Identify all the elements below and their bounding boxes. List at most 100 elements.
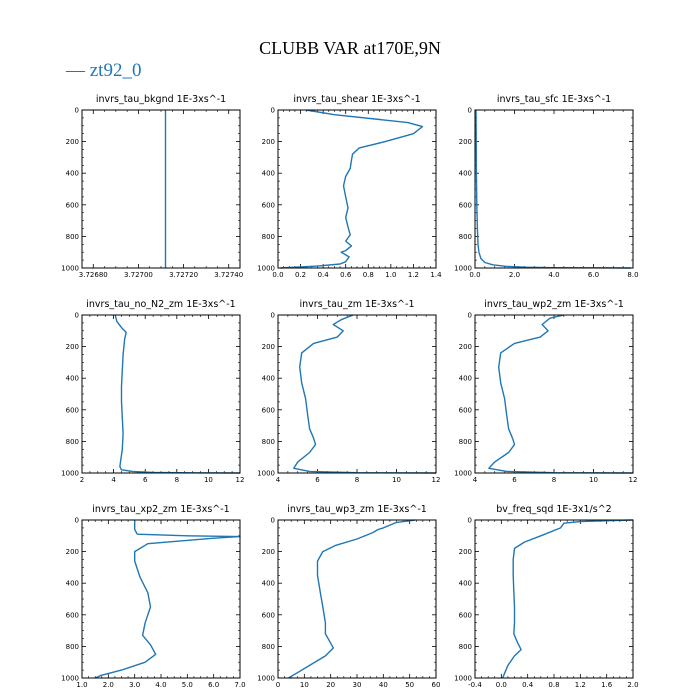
y-tick-label: 600	[262, 406, 275, 414]
y-tick-label: 0	[271, 107, 275, 115]
x-tick-label: 3.0	[129, 681, 140, 689]
y-tick-label: 0	[468, 107, 472, 115]
y-tick-label: 800	[459, 643, 472, 651]
series-line-zt92_0	[94, 520, 241, 679]
y-tick-label: 200	[262, 548, 275, 556]
x-tick-label: 0.8	[363, 271, 374, 279]
y-tick-label: 0	[75, 517, 79, 525]
x-tick-label: 6.0	[588, 271, 599, 279]
y-tick-label: 400	[459, 170, 472, 178]
series-line-zt92_0	[501, 519, 634, 679]
x-tick-label: 40	[379, 681, 388, 689]
x-tick-label: 3.72720	[169, 271, 198, 279]
y-tick-label: 400	[66, 170, 79, 178]
x-tick-label: 6	[143, 476, 148, 484]
y-tick-label: 200	[459, 343, 472, 351]
x-tick-label: 1.6	[601, 681, 613, 689]
x-tick-label: 1.4	[430, 271, 442, 279]
panel-title: invrs_tau_wp3_zm 1E-3xs^-1	[287, 504, 427, 515]
x-tick-label: 60	[432, 681, 441, 689]
y-tick-label: 800	[66, 438, 79, 446]
y-tick-label: 1000	[257, 470, 275, 478]
y-tick-label: 1000	[61, 265, 79, 273]
y-tick-label: 600	[459, 406, 472, 414]
x-tick-label: 3.72680	[79, 271, 108, 279]
chart-panel-3: invrs_tau_sfc 1E-3xs^-1 0.0 2.0 4.0 6.0 8.0 0 2…	[454, 94, 638, 279]
x-tick-label: -0.4	[468, 681, 482, 689]
chart-panel-2: invrs_tau_shear 1E-3xs^-1 0.0 0.2 0.4 0.6 0.8…	[257, 94, 442, 279]
x-tick-label: 0.4	[318, 271, 330, 279]
series-line-zt92_0	[293, 314, 437, 474]
y-tick-label: 800	[262, 233, 275, 241]
y-tick-label: 800	[262, 438, 275, 446]
chart-panel-4: invrs_tau_no_N2_zm 1E-3xs^-1 2 4 6 8 10 12 0 200…	[61, 299, 244, 484]
y-tick-label: 200	[262, 138, 275, 146]
x-tick-label: 0.0	[496, 681, 507, 689]
x-tick-label: 4	[473, 476, 478, 484]
figure-title: CLUBB VAR at170E,9N	[259, 38, 441, 58]
x-tick-label: 30	[353, 681, 362, 689]
y-tick-label: 200	[66, 548, 79, 556]
x-tick-label: 8	[355, 476, 359, 484]
y-tick-label: 1000	[454, 265, 472, 273]
x-tick-label: 10	[392, 476, 401, 484]
y-tick-label: 1000	[61, 675, 79, 683]
panel-title: invrs_tau_no_N2_zm 1E-3xs^-1	[86, 299, 235, 310]
x-tick-label: 3.72700	[124, 271, 153, 279]
plot-frame	[277, 519, 437, 679]
y-tick-label: 400	[262, 375, 275, 383]
plot-frame	[81, 314, 241, 474]
series-line-zt92_0	[114, 314, 241, 474]
x-tick-label: 8	[175, 476, 179, 484]
x-tick-label: 2.0	[103, 681, 114, 689]
y-tick-label: 0	[75, 312, 79, 320]
x-tick-label: 7.0	[234, 681, 245, 689]
y-tick-label: 400	[262, 580, 275, 588]
x-tick-label: 1.2	[575, 681, 586, 689]
x-tick-label: 6	[512, 476, 517, 484]
y-tick-label: 800	[262, 643, 275, 651]
x-tick-label: 1.0	[76, 681, 87, 689]
x-tick-label: 12	[629, 476, 638, 484]
y-tick-label: 200	[66, 138, 79, 146]
x-tick-label: 2.0	[509, 271, 520, 279]
panel-title: invrs_tau_zm 1E-3xs^-1	[300, 299, 415, 310]
x-tick-label: 0	[276, 681, 280, 689]
y-tick-label: 600	[262, 611, 275, 619]
y-tick-label: 0	[271, 312, 275, 320]
y-tick-label: 800	[66, 233, 79, 241]
x-tick-label: 0.2	[295, 271, 306, 279]
chart-panel-5: invrs_tau_zm 1E-3xs^-1 4 6 8 10 12 0 200 400 600 8…	[257, 299, 440, 484]
chart-panel-6: invrs_tau_wp2_zm 1E-3xs^-1 4 6 8 10 12 0 200 400…	[454, 299, 637, 484]
chart-panel-7: invrs_tau_xp2_zm 1E-3xs^-1 1.0 2.0 3.0 4.0 5.…	[61, 504, 245, 689]
x-tick-label: 0.0	[469, 271, 480, 279]
legend-line-icon: —	[66, 60, 85, 81]
y-tick-label: 200	[459, 548, 472, 556]
y-tick-label: 200	[459, 138, 472, 146]
y-tick-label: 800	[459, 233, 472, 241]
x-tick-label: 6	[315, 476, 320, 484]
x-tick-label: 0.6	[340, 271, 352, 279]
x-tick-label: 10	[589, 476, 598, 484]
x-tick-label: 1.2	[408, 271, 419, 279]
y-tick-label: 200	[262, 343, 275, 351]
plot-frame	[474, 519, 634, 679]
x-tick-label: 8	[552, 476, 556, 484]
y-tick-label: 600	[459, 611, 472, 619]
x-tick-label: 10	[300, 681, 309, 689]
panel-title: invrs_tau_sfc 1E-3xs^-1	[497, 94, 611, 105]
x-tick-label: 5.0	[182, 681, 193, 689]
x-tick-label: 0.0	[272, 271, 283, 279]
series-line-zt92_0	[488, 314, 634, 474]
x-tick-label: 2	[80, 476, 84, 484]
y-tick-label: 600	[66, 201, 79, 209]
y-tick-label: 0	[271, 517, 275, 525]
x-tick-label: 50	[405, 681, 414, 689]
y-tick-label: 800	[459, 438, 472, 446]
y-tick-label: 600	[262, 201, 275, 209]
x-tick-label: 2.0	[627, 681, 638, 689]
panel-title: invrs_tau_shear 1E-3xs^-1	[293, 94, 420, 105]
plot-frame	[277, 109, 437, 269]
x-tick-label: 0.8	[548, 681, 559, 689]
